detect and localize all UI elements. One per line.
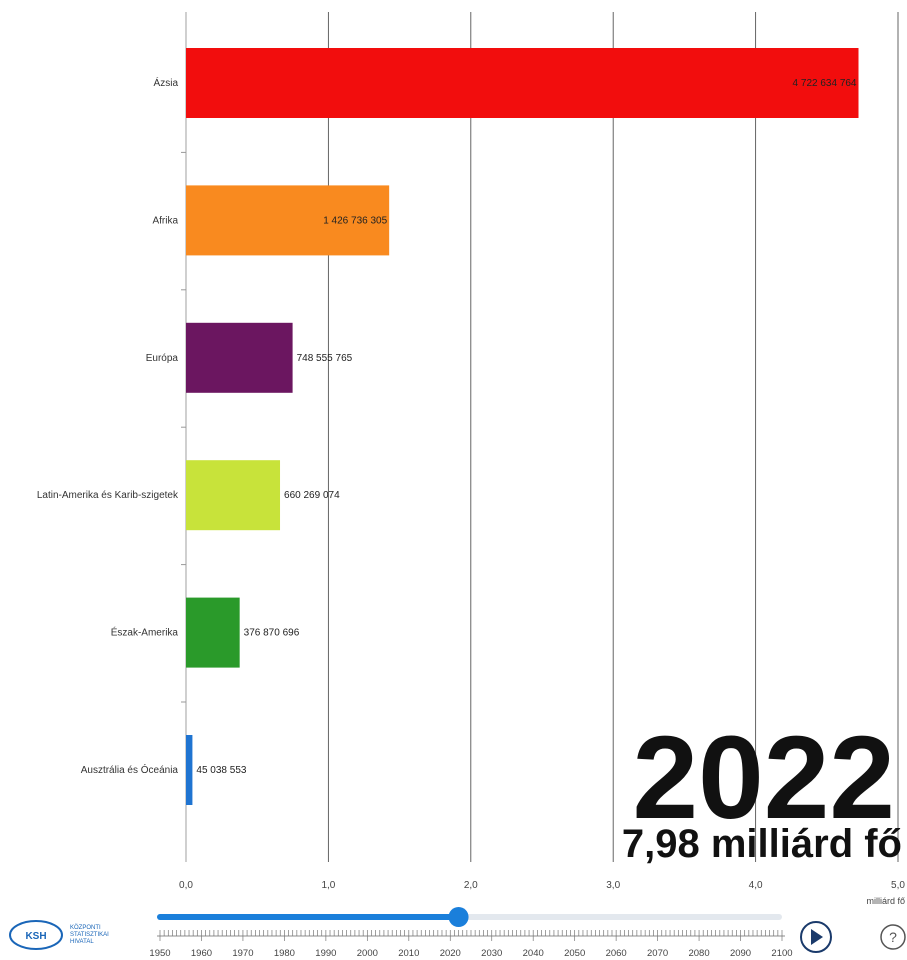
play-button[interactable] [800,921,832,953]
value-label: 45 038 553 [196,765,246,776]
slider-handle[interactable] [448,907,469,927]
total-population: 7,98 milliárd fő [622,822,902,866]
year-tick-label: 2020 [440,948,461,959]
year-tick-label: 2000 [357,948,378,959]
value-label: 4 722 634 764 [793,78,857,89]
x-tick-label: 0,0 [179,880,193,891]
year-tick-label: 2060 [606,948,627,959]
year-tick-label: 2090 [730,948,751,959]
ksh-logo-abbr: KSH [25,931,46,942]
year-tick-label: 2080 [688,948,709,959]
value-label: 1 426 736 305 [323,215,387,226]
year-tick-label: 2030 [481,948,502,959]
gridlines [185,12,899,862]
year-tick-label: 1950 [149,948,170,959]
category-label: Latin-Amerika és Karib-szigetek [37,490,179,501]
x-axis-unit: milliárd fő [866,896,905,906]
x-axis: 0,0 1,0 2,0 3,0 4,0 5,0 [179,880,905,891]
ksh-logo: KSH KÖZPONTI STATISZTIKAI HIVATAL [9,920,109,950]
category-label: Észak-Amerika [111,626,179,639]
bar [186,48,859,118]
slider-fill [157,914,459,920]
value-label: 748 555 765 [297,353,353,364]
ksh-logo-line2: STATISZTIKAI [70,932,109,938]
help-icon-glyph: ? [889,929,897,945]
ksh-logo-emblem [9,920,63,950]
help-button[interactable]: ? [880,924,906,950]
bars: Ázsia 4 722 634 764 Afrika 1 426 736 305 Eur… [37,48,859,805]
bar [186,460,281,531]
x-tick-label: 3,0 [606,880,620,891]
x-tick-label: 1,0 [321,880,335,891]
year-tick-label: 1980 [274,948,295,959]
bar [186,185,390,256]
category-label: Ausztrália és Óceánia [81,763,179,776]
value-label: 376 870 696 [244,628,300,639]
x-tick-label: 5,0 [891,880,905,891]
year-tick-label: 2040 [523,948,544,959]
bar [186,322,293,393]
current-year: 2022 [632,712,895,844]
year-slider[interactable]: 1950 1960 1970 1980 1990 2000 2010 2020 2030 2040… [149,907,793,959]
ksh-logo-line3: HIVATAL [70,939,94,945]
category-label: Ázsia [154,76,179,89]
year-tick-label: 1990 [315,948,336,959]
category-label: Európa [146,353,179,364]
bar [186,597,240,668]
x-tick-label: 2,0 [464,880,478,891]
year-tick-label: 2050 [564,948,585,959]
help-icon[interactable] [880,924,906,950]
play-icon[interactable] [811,929,823,945]
ksh-logo-line1: KÖZPONTI [70,924,101,931]
year-tick-label: 1970 [232,948,253,959]
year-ticks: 1950 1960 1970 1980 1990 2000 2010 2020 2030 2040… [149,930,793,959]
x-tick-label: 4,0 [749,880,763,891]
year-tick-label: 2100 [771,948,792,959]
year-tick-label: 1960 [191,948,212,959]
category-label: Afrika [152,215,178,226]
value-label: 660 269 074 [284,490,340,501]
year-tick-label: 2070 [647,948,668,959]
year-tick-label: 2010 [398,948,419,959]
bar [186,735,193,805]
